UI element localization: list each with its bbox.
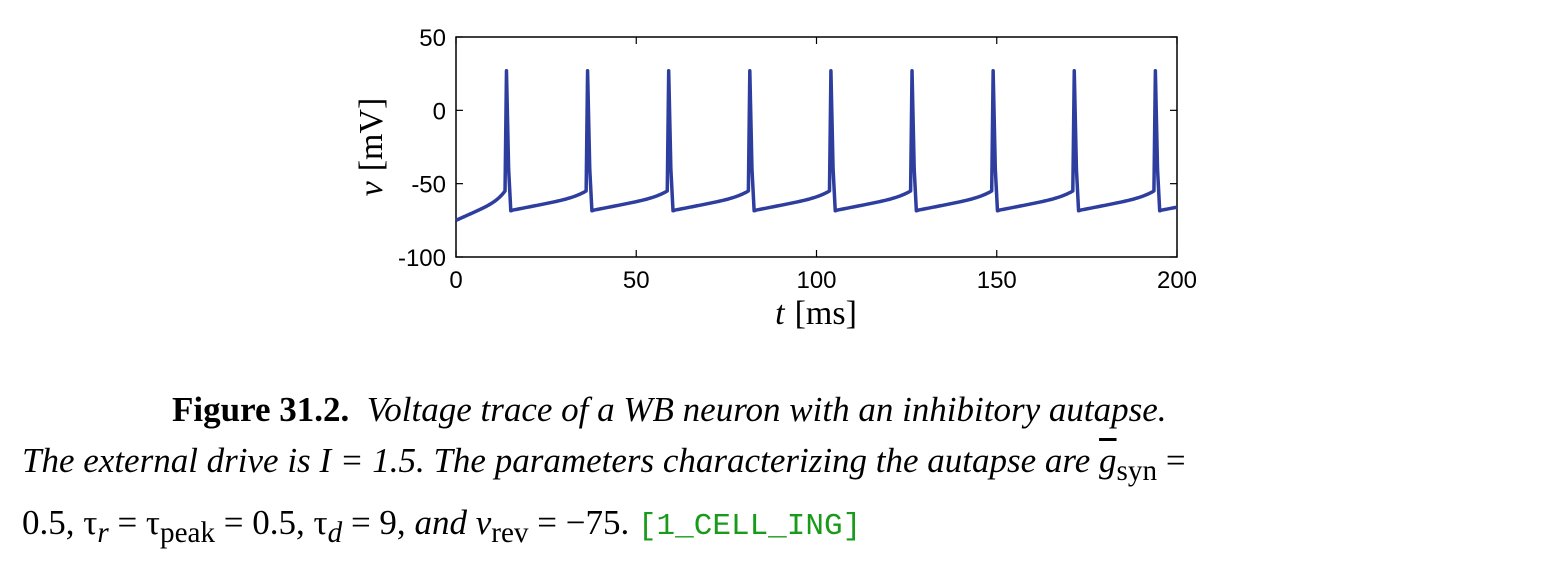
caption-gsyn-sub: syn xyxy=(1116,455,1158,487)
code-reference: [1_CELL_ING] xyxy=(637,509,862,544)
y-axis-unit: [mV] xyxy=(353,98,390,172)
y-tick-label: -50 xyxy=(411,172,446,199)
caption-and: and xyxy=(414,503,467,542)
y-tick-label: -100 xyxy=(398,245,446,272)
figure-caption: Figure 31.2. Voltage trace of a WB neuro… xyxy=(22,384,1542,559)
x-tick-label: 200 xyxy=(1157,267,1197,294)
caption-gsyn: g xyxy=(1099,441,1117,480)
caption-text-1: Voltage trace of a WB neuron with an inh… xyxy=(366,390,1167,429)
voltage-trace-line xyxy=(455,68,1178,222)
caption-vrev-sub: rev xyxy=(491,517,529,549)
axis-ticks xyxy=(455,36,1178,258)
x-axis-var: t xyxy=(775,295,786,332)
caption-tau-peak-sub: peak xyxy=(160,517,216,549)
x-axis-unit: [ms] xyxy=(795,295,857,332)
caption-text-3: 0.5, τ xyxy=(22,503,98,542)
caption-tau-r-sub: r xyxy=(97,517,109,549)
caption-text-3d: = 9, xyxy=(342,503,415,542)
caption-text-2a: The external drive is xyxy=(22,441,320,480)
caption-text-2-eq: = xyxy=(1157,441,1186,480)
caption-text-3f: = −75. xyxy=(528,503,638,542)
caption-line-2: The external drive is I = 1.5. The param… xyxy=(22,435,1542,497)
caption-line-1: Figure 31.2. Voltage trace of a WB neuro… xyxy=(22,384,1542,435)
plot-frame xyxy=(455,36,1178,258)
y-axis-var: v xyxy=(353,180,390,196)
caption-line-3: 0.5, τr = τpeak = 0.5, τd = 9, and vrev … xyxy=(22,497,1542,559)
x-tick-label: 50 xyxy=(623,267,650,294)
x-tick-label: 150 xyxy=(977,267,1017,294)
caption-text-2b: The parameters characterizing the autaps… xyxy=(424,441,1100,480)
voltage-trace-chart: 0 50 100 150 200 50 0 -50 -100 t [ms] v [mV] xyxy=(353,25,1197,332)
caption-text-3b: = τ xyxy=(108,503,160,542)
caption-text-3c: = 0.5, τ xyxy=(215,503,328,542)
x-tick-label: 0 xyxy=(449,267,462,294)
y-tick-label: 50 xyxy=(419,25,446,52)
figure-label: Figure 31.2. xyxy=(172,390,350,429)
caption-text-3e: v xyxy=(466,503,492,542)
x-axis-label: t [ms] xyxy=(775,295,857,332)
caption-tau-d-sub: d xyxy=(327,517,343,549)
x-tick-label: 100 xyxy=(796,267,836,294)
y-axis-label: v [mV] xyxy=(353,98,390,197)
tick-labels: 0 50 100 150 200 50 0 -50 -100 xyxy=(398,25,1197,294)
y-tick-label: 0 xyxy=(433,98,446,125)
caption-math-drive: I = 1.5. xyxy=(319,441,425,480)
